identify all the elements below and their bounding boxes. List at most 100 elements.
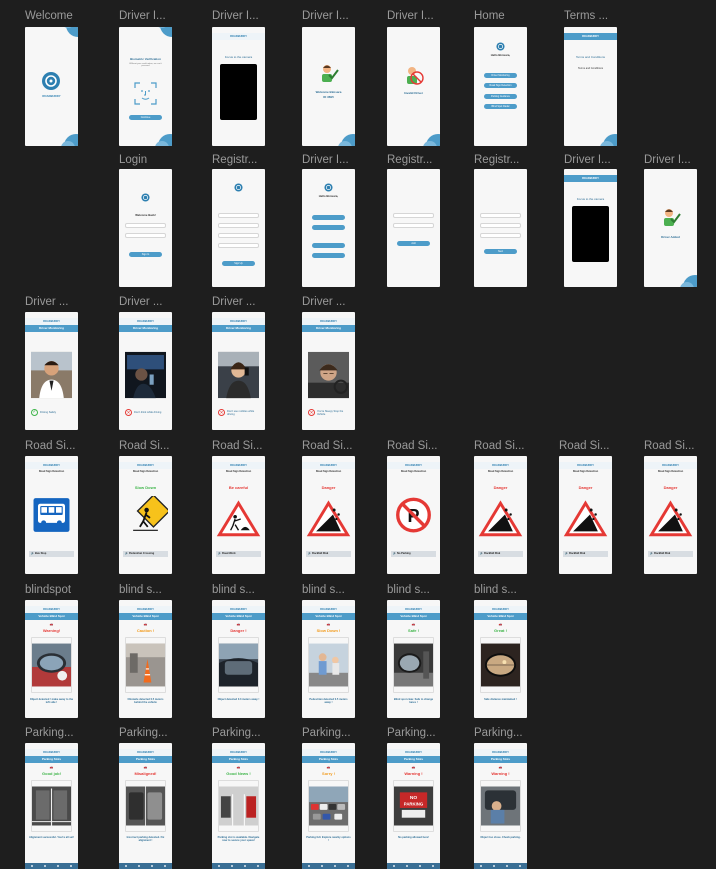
menu-button-2[interactable] — [312, 225, 345, 230]
next-button[interactable]: Next — [484, 249, 517, 254]
nav-dot-icon[interactable] — [334, 865, 337, 867]
screen-road-sign[interactable]: ROADBUDDY Road Sign Detection 🔊 Bus Stop — [25, 456, 78, 574]
driver-monitoring-button[interactable]: Driver Monitoring — [484, 73, 517, 78]
nav-dot-icon[interactable] — [257, 865, 260, 867]
vehicle-field[interactable] — [393, 213, 434, 218]
screen-road-sign[interactable]: ROADBUDDY Road Sign Detection Danger 🔊 Rock… — [302, 456, 355, 574]
bottom-nav[interactable] — [25, 863, 78, 869]
vehicle-field[interactable] — [393, 223, 434, 228]
screen-parking[interactable]: ROADBUDDY Parking Slots 🚗 Good News ! Parkin… — [212, 743, 265, 869]
screen-blind-spot[interactable]: ROADBUDDY Vehicle Blind Spot 🚗 Warning! Obje… — [25, 600, 78, 718]
continue-button[interactable]: Continue — [129, 115, 162, 120]
screen-driver-monitoring[interactable]: ROADBUDDY Driver Monitoring ✕ Don't use mob… — [212, 312, 265, 430]
screen-parking[interactable]: ROADBUDDY Parking Slots 🚗 Warning ! NO PARKIN… — [387, 743, 440, 869]
screen-driver-monitoring[interactable]: ROADBUDDY Driver Monitoring ✕ Don't drink w… — [119, 312, 172, 430]
bottom-nav[interactable] — [474, 863, 527, 869]
driver-field[interactable] — [480, 223, 521, 228]
nav-dot-icon[interactable] — [217, 865, 220, 867]
phone-field[interactable] — [218, 233, 259, 238]
audio-announcement[interactable]: 🔊 Rockfall Risk — [478, 551, 523, 557]
screen-road-sign[interactable]: ROADBUDDY Road Sign Detection Slow Down 🔊 P… — [119, 456, 172, 574]
nav-dot-icon[interactable] — [124, 865, 127, 867]
parking-button[interactable]: Parking Guidance — [484, 94, 517, 99]
driver-field[interactable] — [480, 233, 521, 238]
screen-parking[interactable]: ROADBUDDY Parking Slots 🚗 Sorry ! Parking fu… — [302, 743, 355, 869]
nav-dot-icon[interactable] — [57, 865, 60, 867]
screen-invalid-driver[interactable]: Invalid Driver — [387, 27, 440, 146]
nav-dot-icon[interactable] — [419, 865, 422, 867]
nav-dot-icon[interactable] — [230, 865, 233, 867]
screen-road-sign[interactable]: ROADBUDDY Road Sign Detection Danger 🔊 Rock… — [644, 456, 697, 574]
camera-view[interactable] — [220, 64, 257, 120]
screen-focus-camera[interactable]: ROADBUDDY Focus to the camera — [212, 27, 265, 146]
screen-blind-spot[interactable]: ROADBUDDY Vehicle Blind Spot 🚗 Caution ! Obs… — [119, 600, 172, 718]
audio-announcement[interactable]: 🔊 Rockfall Risk — [306, 551, 351, 557]
audio-announcement[interactable]: 🔊 No Parking — [391, 551, 436, 557]
bottom-nav[interactable] — [212, 863, 265, 869]
nav-dot-icon[interactable] — [405, 865, 408, 867]
sign-up-button[interactable]: Sign Up — [222, 261, 255, 266]
bottom-nav[interactable] — [302, 863, 355, 869]
screen-road-sign[interactable]: ROADBUDDY Road Sign Detection Danger 🔊 Rock… — [559, 456, 612, 574]
menu-button-1[interactable] — [312, 215, 345, 220]
screen-blind-spot[interactable]: ROADBUDDY Vehicle Blind Spot 🚗 Safe ! Blind … — [387, 600, 440, 718]
menu-button-3[interactable] — [312, 243, 345, 248]
nav-dot-icon[interactable] — [506, 865, 509, 867]
nav-dot-icon[interactable] — [347, 865, 350, 867]
nav-dot-icon[interactable] — [320, 865, 323, 867]
screen-driver-monitoring[interactable]: ROADBUDDY Driver Monitoring ✕ You're Sleepy… — [302, 312, 355, 430]
email-field[interactable] — [125, 223, 166, 228]
nav-dot-icon[interactable] — [432, 865, 435, 867]
screen-focus-camera-2[interactable]: ROADBUDDY Focus to the camera — [564, 169, 617, 287]
nav-dot-icon[interactable] — [30, 865, 33, 867]
audio-announcement[interactable]: 🔊 Rockfall Risk — [563, 551, 608, 557]
screen-terms[interactable]: ROADBUDDY Terms and Conditions Terms and… — [564, 27, 617, 146]
screen-blind-spot[interactable]: ROADBUDDY Vehicle Blind Spot 🚗 Great ! Safe … — [474, 600, 527, 718]
password-field[interactable] — [218, 243, 259, 248]
audio-announcement[interactable]: 🔊 Bus Stop — [29, 551, 74, 557]
screen-register[interactable]: Sign Up — [212, 169, 265, 287]
screen-add-vehicle[interactable]: Add — [387, 169, 440, 287]
nav-dot-icon[interactable] — [392, 865, 395, 867]
nav-dot-icon[interactable] — [137, 865, 140, 867]
screen-blind-spot[interactable]: ROADBUDDY Vehicle Blind Spot 🚗 Danger ! Obje… — [212, 600, 265, 718]
road-sign-button[interactable]: Road Sign Detection — [484, 83, 517, 88]
screen-road-sign[interactable]: ROADBUDDY Road Sign Detection Be careful 🔊 … — [212, 456, 265, 574]
screen-driver-monitoring[interactable]: ROADBUDDY Driver Monitoring ✓ Driving Safel… — [25, 312, 78, 430]
driver-field[interactable] — [480, 213, 521, 218]
screen-driver-menu[interactable]: Hello Bimsara, — [302, 169, 355, 287]
email-field[interactable] — [218, 223, 259, 228]
screen-welcome[interactable]: ROADBUDDY — [25, 27, 78, 146]
screen-blind-spot[interactable]: ROADBUDDY Vehicle Blind Spot 🚗 Slow Down ! P… — [302, 600, 355, 718]
screen-road-sign[interactable]: ROADBUDDY Road Sign Detection Danger 🔊 Rock… — [474, 456, 527, 574]
nav-dot-icon[interactable] — [519, 865, 522, 867]
password-field[interactable] — [125, 233, 166, 238]
screen-home[interactable]: Hello Bimsara, Driver Monitoring Road Si… — [474, 27, 527, 146]
audio-announcement[interactable]: 🔊 Pedestrian Crossing — [123, 551, 168, 557]
screen-parking[interactable]: ROADBUDDY Parking Slots 🚗 Good job! Alignmen… — [25, 743, 78, 869]
nav-dot-icon[interactable] — [43, 865, 46, 867]
menu-button-4[interactable] — [312, 253, 345, 258]
screen-welcome-driver[interactable]: Welcome Bimsara ID 3695 — [302, 27, 355, 146]
audio-announcement[interactable]: 🔊 Rockfall Risk — [648, 551, 693, 557]
screen-parking[interactable]: ROADBUDDY Parking Slots 🚗 Warning ! Object t… — [474, 743, 527, 869]
screen-driver-added[interactable]: Driver Added — [644, 169, 697, 287]
sign-in-button[interactable]: Sign In — [129, 252, 162, 257]
blind-spot-button[interactable]: Blind Spot Radar — [484, 104, 517, 109]
nav-dot-icon[interactable] — [244, 865, 247, 867]
nav-dot-icon[interactable] — [307, 865, 310, 867]
nav-dot-icon[interactable] — [164, 865, 167, 867]
add-button[interactable]: Add — [397, 241, 430, 246]
screen-parking[interactable]: ROADBUDDY Parking Slots 🚗 Misaligned! Incorr… — [119, 743, 172, 869]
bottom-nav[interactable] — [119, 863, 172, 869]
nav-dot-icon[interactable] — [492, 865, 495, 867]
camera-view[interactable] — [572, 206, 609, 262]
nav-dot-icon[interactable] — [70, 865, 73, 867]
screen-login[interactable]: Welcome Back! Sign In — [119, 169, 172, 287]
screen-biometric[interactable]: Biometric Verification Without your veri… — [119, 27, 172, 146]
nav-dot-icon[interactable] — [151, 865, 154, 867]
bottom-nav[interactable] — [387, 863, 440, 869]
screen-add-driver[interactable]: Next — [474, 169, 527, 287]
name-field[interactable] — [218, 213, 259, 218]
